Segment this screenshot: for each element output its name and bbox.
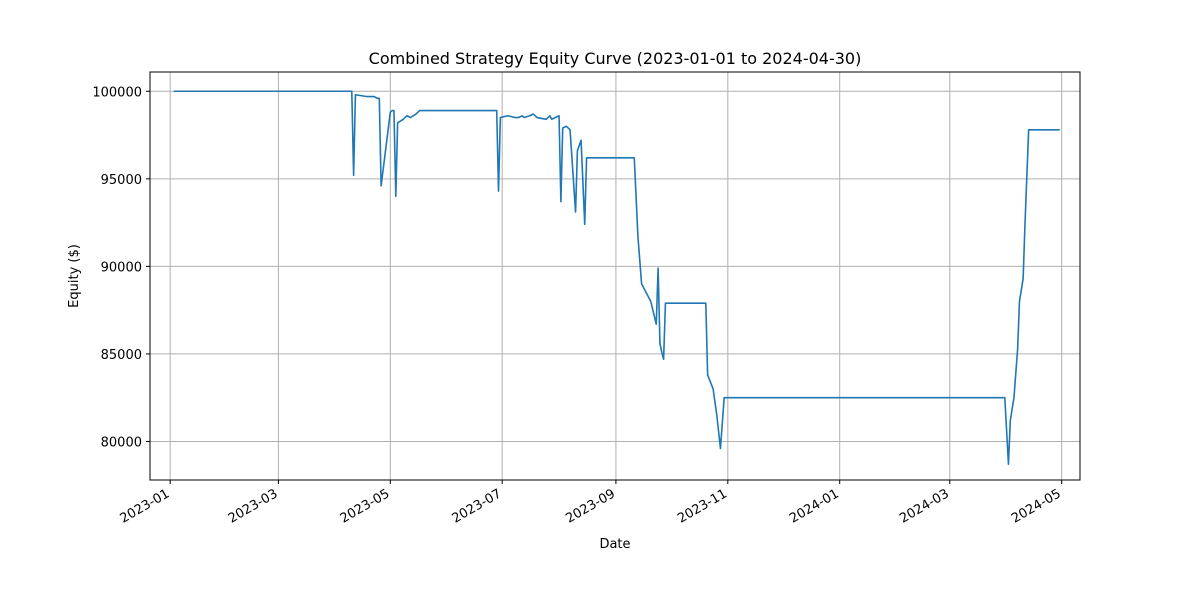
x-tick-label: 2024-01 (787, 486, 842, 526)
x-tick-label: 2024-05 (1009, 486, 1064, 526)
x-axis-label: Date (599, 537, 630, 552)
y-tick-label: 95000 (101, 173, 142, 188)
y-tick-label: 80000 (101, 435, 142, 450)
y-tick-label: 85000 (101, 348, 142, 363)
x-tick-label: 2023-09 (563, 486, 618, 526)
y-tick-label: 100000 (92, 85, 142, 100)
x-tick-label: 2023-07 (450, 486, 505, 526)
series-layer (173, 90, 1060, 466)
y-tick-label: 90000 (101, 260, 142, 275)
x-tick-label: 2023-05 (338, 486, 393, 526)
x-axis-ticks: 2023-01 2023-03 2023-05 2023-07 2023-09 2023-… (118, 480, 1064, 527)
y-axis-ticks: 80000 85000 90000 95000 100000 (92, 85, 150, 450)
plot-frame (149, 71, 1081, 481)
x-tick-label: 2024-03 (897, 486, 952, 526)
y-axis-label: Equity ($) (67, 244, 82, 308)
x-tick-label: 2023-11 (675, 486, 730, 526)
equity-line (173, 90, 1060, 466)
x-tick-label: 2023-03 (226, 486, 281, 526)
x-tick-label: 2023-01 (118, 486, 173, 526)
grid-layer (150, 72, 1080, 480)
chart-title: Combined Strategy Equity Curve (2023-01-… (369, 49, 862, 68)
